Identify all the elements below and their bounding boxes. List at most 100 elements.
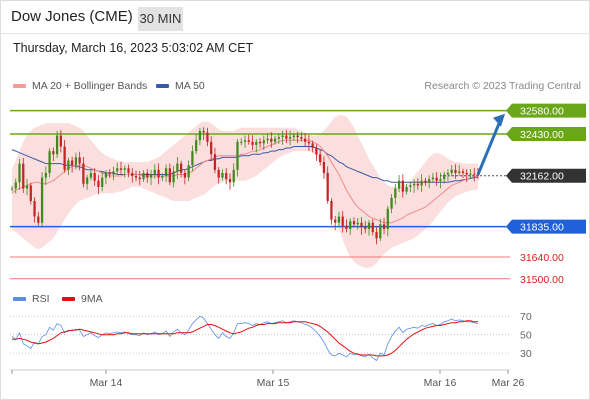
ma20-line <box>11 139 479 224</box>
candle-body <box>22 163 25 189</box>
instrument-title: Dow Jones (CME) <box>11 8 133 25</box>
candle-body <box>420 180 423 186</box>
rsi-line <box>11 315 479 362</box>
candle-body <box>386 208 389 229</box>
candle-body <box>206 132 209 142</box>
candle-body <box>127 168 130 173</box>
candle-body <box>243 140 247 142</box>
ma50-line <box>11 146 479 183</box>
ma50-swatch <box>156 84 169 89</box>
candle-body <box>108 172 111 175</box>
candle-body <box>431 177 435 180</box>
candle-body <box>116 168 119 172</box>
x-tick-label: Mar 14 <box>90 377 123 389</box>
candle-body <box>25 185 29 189</box>
candle-body <box>63 146 66 170</box>
candle-body <box>33 200 36 217</box>
candle-body <box>270 138 273 142</box>
legend-9ma: 9MA <box>62 293 103 305</box>
candle-body <box>134 176 138 178</box>
level-tag-32430.00 <box>506 127 586 142</box>
candle-body <box>138 177 141 180</box>
header-divider <box>0 33 590 34</box>
candle-body <box>153 169 156 175</box>
candle-body <box>349 221 352 229</box>
candle-body <box>225 172 228 180</box>
candle-body <box>78 157 81 164</box>
legend-ma20: MA 20 + Bollinger Bands <box>13 80 147 92</box>
ma20-swatch <box>13 84 26 89</box>
candle-body <box>311 143 314 149</box>
candle-body <box>337 216 341 223</box>
candle-body <box>149 174 153 178</box>
candle-body <box>228 179 232 183</box>
candle-body <box>405 186 408 192</box>
candle-body <box>319 154 322 163</box>
candle-body <box>55 135 59 155</box>
candle-body <box>300 137 303 139</box>
candle-body <box>119 168 123 170</box>
candle-body <box>412 183 416 186</box>
candle-body <box>142 172 145 180</box>
x-tick-label: Mar 15 <box>257 377 290 389</box>
candle-body <box>240 141 243 143</box>
candle-body <box>251 141 254 145</box>
level-label-31500.00: 31500.00 <box>520 274 564 286</box>
timestamp: Thursday, March 16, 2023 5:03:02 AM CET <box>13 41 254 55</box>
ma9-swatch <box>62 297 75 302</box>
candle-body <box>213 154 217 170</box>
candle-body <box>161 176 164 178</box>
candle-body <box>104 172 108 178</box>
candle-body <box>210 141 213 155</box>
candle-body <box>101 177 104 187</box>
projection-arrow-line <box>476 118 503 176</box>
candle-body <box>247 140 250 142</box>
rsi-tick-30: 30 <box>520 348 532 360</box>
candle-body <box>146 172 149 178</box>
candle-body <box>326 172 329 201</box>
candle-body <box>424 180 427 183</box>
level-tag-32162.00 <box>506 168 586 183</box>
candle-body <box>52 151 55 155</box>
candle-body <box>443 174 446 180</box>
candle-body <box>322 162 326 173</box>
candle-body <box>352 221 356 225</box>
candle-body <box>221 172 224 178</box>
rsi-tick-70: 70 <box>520 311 532 323</box>
candle-body <box>382 224 386 229</box>
candle-body <box>304 138 307 142</box>
candle-body <box>330 200 333 220</box>
projection-arrow-head <box>493 113 505 127</box>
x-tick-label: Mar 26 <box>492 377 525 389</box>
candle-body <box>82 163 85 184</box>
candle-body <box>71 160 74 166</box>
candle-body <box>262 140 265 144</box>
candle-body <box>202 130 205 133</box>
candle-body <box>356 222 359 225</box>
level-label-32580.00: 32580.00 <box>520 106 564 118</box>
candle-body <box>232 169 235 183</box>
candle-body <box>14 182 17 189</box>
credit-text: Research © 2023 Trading Central <box>424 80 581 92</box>
candle-body <box>367 222 371 229</box>
candle-body <box>112 171 115 175</box>
candle-body <box>458 171 461 173</box>
candle-body <box>341 216 344 226</box>
candle-body <box>67 160 70 170</box>
candle-body <box>450 169 453 173</box>
candle-body <box>59 135 62 147</box>
candle-body <box>93 172 96 181</box>
timeframe-button[interactable]: 30 MIN <box>138 7 183 31</box>
candle-body <box>255 141 258 145</box>
candle-body <box>476 174 480 176</box>
ma9-legend-label: 9MA <box>81 293 103 305</box>
candle-body <box>473 173 476 175</box>
level-label-31835.00: 31835.00 <box>520 222 564 234</box>
candle-body <box>131 172 134 177</box>
candle-body <box>454 169 457 173</box>
candle-body <box>334 219 337 223</box>
rsi-ma-line <box>12 320 478 357</box>
candle-body <box>409 185 412 187</box>
candle-body <box>258 141 262 144</box>
